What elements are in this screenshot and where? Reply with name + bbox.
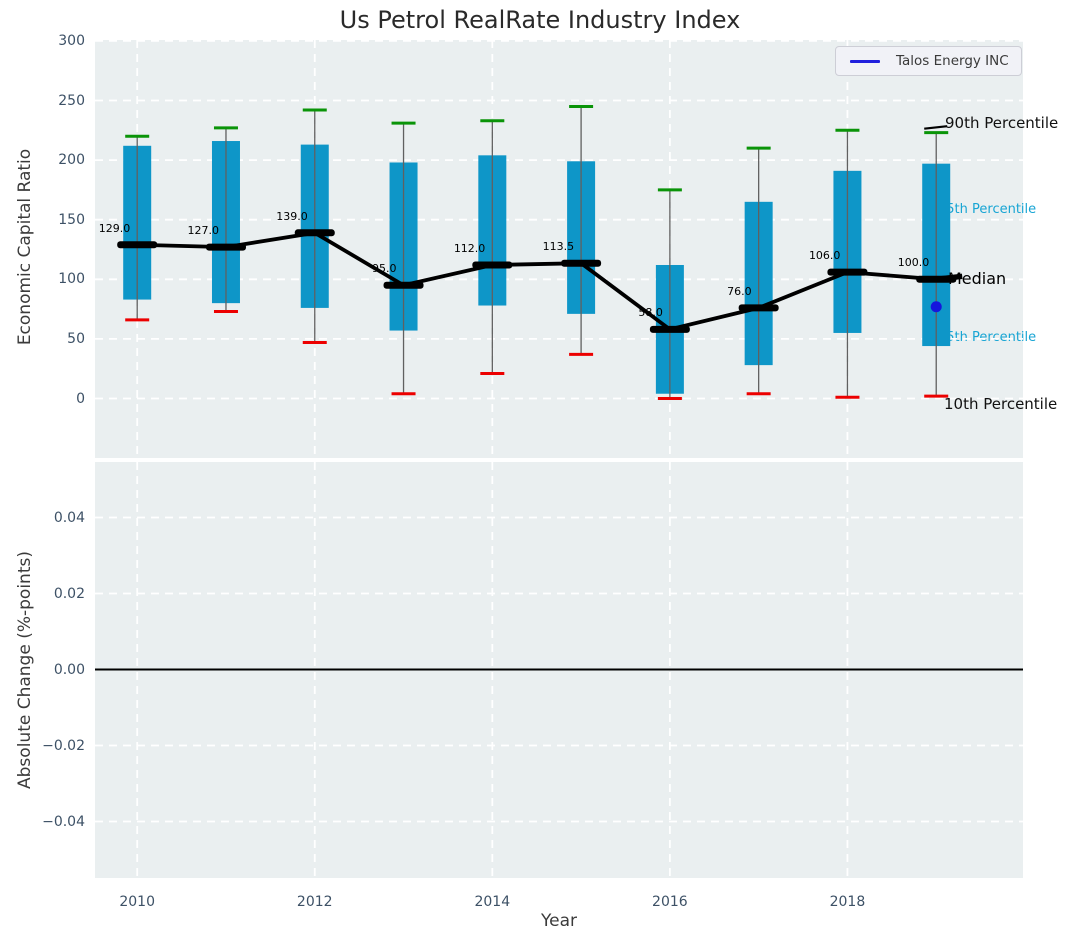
legend-line-icon — [850, 59, 880, 63]
legend: Talos Energy INC — [835, 46, 1022, 76]
median-value-label-2011: 127.0 — [187, 224, 219, 238]
median-line — [137, 230, 937, 332]
median-marker-2014 — [472, 261, 513, 269]
median-marker-2013 — [383, 281, 424, 289]
median-marker-2016 — [649, 325, 690, 333]
x-tick-2016: 2016 — [652, 894, 688, 910]
median-value-label-2019: 100.0 — [897, 256, 930, 270]
p75-annotation: 75th Percentile — [938, 202, 1037, 217]
median-marker-2019 — [916, 275, 957, 283]
median-marker-2012 — [294, 229, 335, 237]
median-marker-2018 — [827, 268, 868, 276]
y-tick-top-200: 200 — [58, 152, 85, 169]
y-tick-bottom-0.00: 0.00 — [53, 661, 85, 678]
y-tick-top-250: 250 — [58, 92, 85, 109]
boxplot-canvas — [95, 39, 1023, 458]
p25-annotation: 25th Percentile — [938, 330, 1037, 345]
median-value-label-2017: 76.0 — [727, 284, 752, 298]
legend-label: Talos Energy INC — [896, 53, 1009, 69]
median-marker-2011 — [205, 243, 246, 251]
y-tick-bottom-0.02: 0.02 — [53, 585, 85, 602]
median-marker-2017 — [738, 304, 779, 312]
y-tick-top-0: 0 — [76, 390, 85, 407]
median-annotation: Median — [948, 269, 1007, 288]
median-value-label-2013: 95.0 — [372, 262, 397, 276]
chart-title: Us Petrol RealRate Industry Index — [339, 6, 741, 34]
talos-point — [930, 301, 942, 313]
y-tick-top-100: 100 — [58, 271, 85, 288]
x-tick-2014: 2014 — [474, 894, 511, 910]
median-value-label-2012: 139.0 — [276, 209, 308, 223]
y-tick-top-300: 300 — [58, 32, 85, 49]
y-tick-bottom-−0.04: −0.04 — [42, 813, 85, 830]
p10-annotation: 10th Percentile — [944, 395, 1058, 413]
x-tick-2018: 2018 — [829, 894, 866, 910]
top-plot-area: 75th Percentile 25th Percentile 90th Per… — [95, 39, 1058, 458]
p90-leader — [924, 125, 948, 130]
median-marker-2015 — [561, 259, 602, 267]
p90-annotation: 90th Percentile — [945, 114, 1059, 132]
y-tick-top-150: 150 — [58, 211, 85, 228]
change-canvas — [95, 462, 1023, 878]
x-tick-2010: 2010 — [119, 894, 155, 910]
x-axis-label: Year — [541, 911, 577, 931]
median-value-label-2018: 106.0 — [808, 249, 841, 263]
bottom-plot-area — [95, 462, 1023, 878]
median-value-label-2015: 113.5 — [542, 240, 575, 254]
y-tick-bottom-0.04: 0.04 — [53, 509, 85, 526]
y-tick-top-50: 50 — [67, 330, 85, 347]
median-value-label-2014: 112.0 — [453, 241, 486, 255]
median-value-label-2010: 129.0 — [98, 221, 131, 235]
y-tick-bottom-−0.02: −0.02 — [42, 737, 85, 754]
x-tick-2012: 2012 — [296, 894, 333, 910]
median-marker-2010 — [117, 241, 158, 249]
y-axis-label-top: Economic Capital Ratio — [15, 148, 35, 346]
median-value-label-2016: 58.0 — [638, 306, 663, 320]
